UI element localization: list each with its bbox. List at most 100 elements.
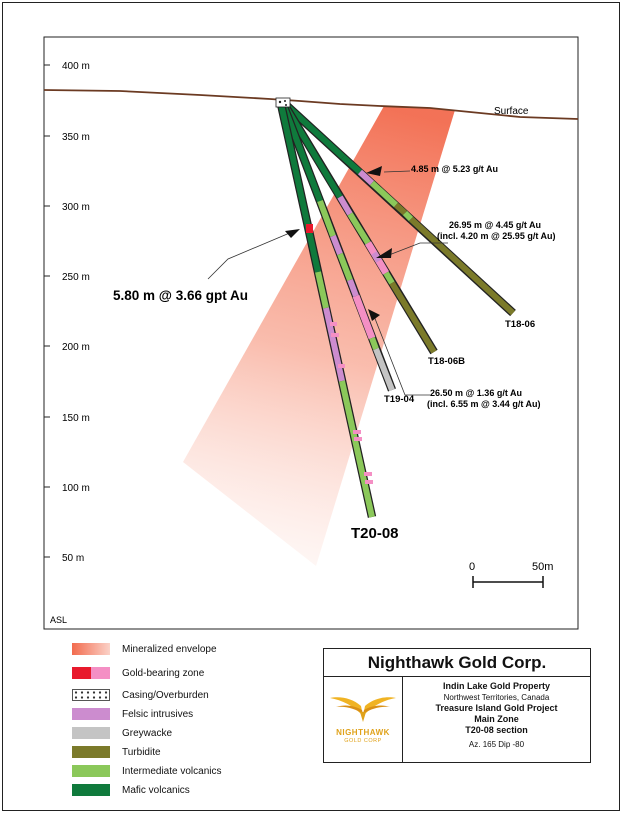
section-border xyxy=(43,36,579,630)
legend-swatch xyxy=(72,746,110,758)
property-name: Indin Lake Gold Property xyxy=(442,681,550,691)
legend-item-intermediate: Intermediate volcanics xyxy=(72,762,222,780)
y-tick-label: 250 m xyxy=(62,272,90,283)
gold-bearing-zone xyxy=(353,430,361,434)
hawk-wings-icon xyxy=(330,697,396,722)
segment-intermediate xyxy=(347,212,371,245)
casing-dot xyxy=(285,104,287,106)
segment-intermediate xyxy=(337,252,353,282)
legend-swatch xyxy=(72,708,110,720)
arrow-head-icon xyxy=(368,309,380,321)
intercept-label-main: 5.80 m @ 3.66 gpt Au xyxy=(113,288,248,303)
legend-label: Intermediate volcanics xyxy=(122,765,222,777)
intercept-label: 26.95 m @ 4.45 g/t Au xyxy=(449,220,541,230)
legend-label: Felsic intrusives xyxy=(122,708,194,720)
y-tick-label: 200 m xyxy=(62,342,90,353)
legend-label: Casing/Overburden xyxy=(122,689,209,701)
legend-label: Turbidite xyxy=(122,746,161,758)
gold-bearing-zone xyxy=(365,480,373,484)
segment-intermediate xyxy=(369,336,379,351)
segment-gold-bearing xyxy=(352,294,376,340)
legend-label: Gold-bearing zone xyxy=(122,667,205,679)
company-logo: NIGHTHAWK GOLD CORP xyxy=(324,676,403,762)
section-orientation: Az. 165 Dip -80 xyxy=(468,740,525,749)
asl-label: ASL xyxy=(50,615,67,625)
surface-label: Surface xyxy=(494,106,529,117)
hole-label-t18-06b: T18-06B xyxy=(428,356,465,367)
legend-item-turbidite: Turbidite xyxy=(72,743,161,761)
legend-swatch xyxy=(72,765,110,777)
legend-item-greywacke: Greywacke xyxy=(72,724,172,742)
hole-label-t18-06: T18-06 xyxy=(505,319,535,330)
gold-bearing-zone xyxy=(338,364,345,368)
arrow-head-icon xyxy=(366,166,382,176)
y-tick-label: 150 m xyxy=(62,413,90,424)
casing-dot xyxy=(284,100,286,102)
section-name: T20-08 section xyxy=(465,725,528,735)
property-location: Northwest Territories, Canada xyxy=(443,693,550,702)
arrow-head-icon xyxy=(285,229,300,238)
y-tick-label: 300 m xyxy=(62,202,90,213)
logo-subtitle: GOLD CORP xyxy=(344,738,382,744)
project-info: Indin Lake Gold Property Northwest Terri… xyxy=(403,681,590,750)
segment-intermediate xyxy=(369,180,399,208)
project-name: Treasure Island Gold Project xyxy=(435,703,558,713)
segment-felsic xyxy=(371,251,382,263)
drillhole-t18-06 xyxy=(282,100,516,317)
legend-item-casing: Casing/Overburden xyxy=(72,686,209,704)
segment-turbidite xyxy=(389,281,437,354)
y-tick-label: 400 m xyxy=(62,61,90,72)
gold-bearing-zone xyxy=(306,224,313,233)
intercept-sublabel: (incl. 6.55 m @ 3.44 g/t Au) xyxy=(427,399,540,409)
legend-swatch xyxy=(72,784,110,796)
segment-felsic xyxy=(357,169,375,186)
segment-mafic xyxy=(341,154,362,175)
company-name: Nighthawk Gold Corp. xyxy=(324,649,590,677)
legend-item-mineralized-envelope: Mineralized envelope xyxy=(72,640,217,658)
legend-item-felsic: Felsic intrusives xyxy=(72,705,193,723)
casing-dot xyxy=(278,100,282,104)
title-block: Nighthawk Gold Corp. NIGHTHAWK GOLD CORP… xyxy=(323,648,591,763)
segment-intermediate xyxy=(317,199,336,238)
y-tick-label: 50 m xyxy=(62,553,84,564)
segment-felsic xyxy=(337,195,353,216)
scale-bar: 0 50m xyxy=(469,561,553,588)
y-tick-label: 350 m xyxy=(62,132,90,143)
segment-felsic xyxy=(323,307,345,382)
legend-swatch xyxy=(72,643,110,655)
drillhole-t18-06b xyxy=(280,101,438,355)
segment-mafic xyxy=(280,102,323,203)
hole-label-t19-04: T19-04 xyxy=(384,394,415,405)
segment-turbidite xyxy=(408,216,516,316)
scale-end-label: 50m xyxy=(532,561,553,573)
segment-intermediate xyxy=(383,271,395,285)
scale-start-label: 0 xyxy=(469,561,475,573)
leader-line xyxy=(207,231,293,280)
legend-label: Greywacke xyxy=(122,727,173,739)
y-axis: 400 m 350 m 300 m 250 m 200 m 150 m 100 … xyxy=(44,61,90,625)
intercept-label: 4.85 m @ 5.23 g/t Au xyxy=(411,164,498,174)
gold-bearing-zone xyxy=(331,333,339,337)
segment-mafic xyxy=(282,101,346,160)
intercept-sublabel: (incl. 4.20 m @ 25.95 g/t Au) xyxy=(437,231,555,241)
segment-intermediate xyxy=(339,380,375,518)
leader-line xyxy=(383,170,411,173)
leader-line xyxy=(373,315,430,396)
gold-bearing-zone xyxy=(364,472,372,476)
drillhole-t20-08 xyxy=(276,103,377,518)
y-tick-label: 100 m xyxy=(62,483,90,494)
logo-name: NIGHTHAWK xyxy=(336,728,390,737)
segment-intermediate xyxy=(402,210,414,222)
segment-intermediate xyxy=(315,271,329,309)
segment-turbidite xyxy=(394,202,407,216)
legend-swatch xyxy=(72,727,110,739)
hole-label-t20-08: T20-08 xyxy=(351,525,399,542)
arrow-head-icon xyxy=(376,248,392,258)
segment-mafic xyxy=(278,103,321,273)
segment-felsic xyxy=(347,278,359,298)
legend-item-gold-bearing-zone: Gold-bearing zone xyxy=(72,664,204,682)
surface-line xyxy=(43,89,579,120)
segment-greywacke xyxy=(373,347,395,392)
intercept-label: 26.50 m @ 1.36 g/t Au xyxy=(430,388,522,398)
